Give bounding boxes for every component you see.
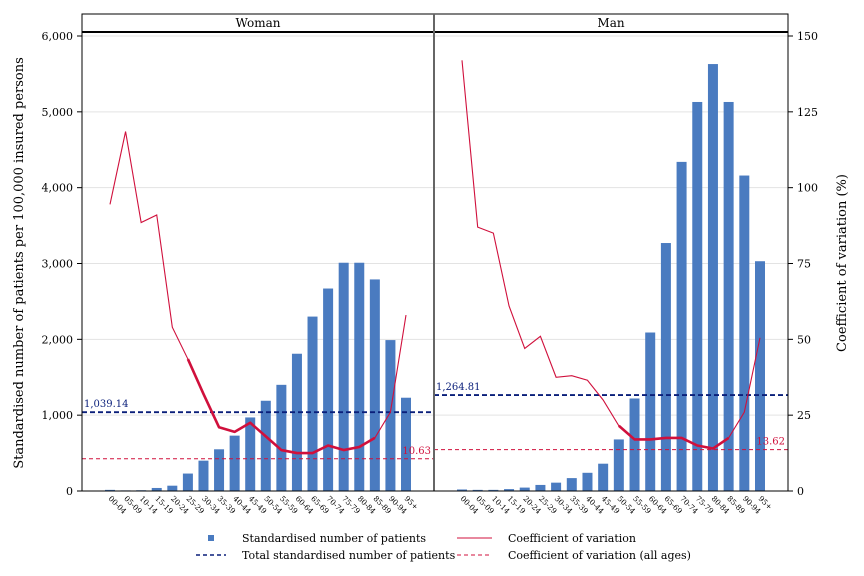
bar xyxy=(245,417,256,491)
bar xyxy=(214,449,225,491)
bar xyxy=(323,288,334,491)
legend-total-label: Total standardised number of patients xyxy=(242,549,456,562)
reference-labels: 1,039.14 1,264.81 10.63 13.62 xyxy=(84,382,785,457)
bar xyxy=(105,489,115,491)
bar xyxy=(229,435,240,491)
cv-all-label-man: 13.62 xyxy=(756,437,785,448)
y-right-tick-label: 0 xyxy=(797,485,804,498)
bar xyxy=(519,487,530,491)
bar xyxy=(723,101,734,491)
y-right-tick-label: 150 xyxy=(797,30,818,43)
bar xyxy=(291,353,302,491)
bars-layer xyxy=(105,64,765,492)
bar xyxy=(551,482,562,491)
y-left-tick-label: 4,000 xyxy=(42,182,74,195)
plot-frame xyxy=(81,14,789,492)
bar xyxy=(739,175,750,492)
bar xyxy=(307,316,318,491)
bar xyxy=(198,460,209,491)
bar xyxy=(535,484,546,491)
bar xyxy=(401,397,411,491)
legend-cv-all-label: Coefficient of variation (all ages) xyxy=(508,549,691,562)
y-left-axis-label: Standardised number of patients per 100,… xyxy=(12,57,27,469)
total-label-man: 1,264.81 xyxy=(436,382,481,393)
bar xyxy=(151,487,162,491)
y-left-tick-label: 5,000 xyxy=(42,106,74,119)
bar xyxy=(566,478,577,491)
bar xyxy=(385,340,396,491)
x-axis-tick-labels: 00-0405-0910-1415-1920-2425-2930-3435-39… xyxy=(107,494,775,516)
bar xyxy=(692,101,703,491)
panel-title-strip: Woman Man xyxy=(81,13,789,33)
y-left-tick-label: 1,000 xyxy=(42,409,74,422)
bar xyxy=(645,332,656,491)
bar xyxy=(504,489,515,491)
y-right-tick-label: 100 xyxy=(797,182,818,195)
cv-line-thick xyxy=(617,424,730,450)
y-right-tick-label: 50 xyxy=(797,333,811,346)
bar xyxy=(167,485,178,491)
bar xyxy=(488,489,499,491)
bar xyxy=(472,489,483,491)
bar xyxy=(582,472,593,491)
panel-title-man: Man xyxy=(597,16,624,30)
y-left-tick-label: 3,000 xyxy=(42,258,74,271)
bar xyxy=(457,489,467,491)
y-left-tick-label: 0 xyxy=(66,485,73,498)
bar xyxy=(629,398,640,491)
cv-all-label-woman: 10.63 xyxy=(402,446,431,457)
bar xyxy=(676,161,687,491)
y-left-tick-label: 6,000 xyxy=(42,30,74,43)
legend-bar-swatch xyxy=(208,535,214,541)
legend: Standardised number of patients Total st… xyxy=(196,532,691,562)
cv-lines xyxy=(109,60,761,455)
bar xyxy=(755,261,765,491)
bar xyxy=(338,262,349,491)
bar xyxy=(598,463,609,491)
reference-lines xyxy=(82,394,788,460)
panel-title-woman: Woman xyxy=(235,16,280,30)
bar xyxy=(260,400,271,491)
y-right-axis-label: Coefficient of variation (%) xyxy=(835,174,850,352)
legend-bar-label: Standardised number of patients xyxy=(242,532,426,545)
bar xyxy=(613,439,624,491)
bar xyxy=(182,473,193,491)
bar xyxy=(276,384,287,491)
bar xyxy=(354,262,365,491)
y-left-tick-label: 2,000 xyxy=(42,333,74,346)
bar xyxy=(660,243,671,491)
bar xyxy=(369,279,380,491)
total-label-woman: 1,039.14 xyxy=(84,399,129,410)
cv-line-thick xyxy=(186,358,376,455)
y-right-tick-label: 75 xyxy=(797,258,811,271)
y-right-tick-label: 25 xyxy=(797,409,811,422)
legend-cv-label: Coefficient of variation xyxy=(508,532,636,545)
bar xyxy=(707,64,718,491)
axis-ticks: 0 1,000 2,000 3,000 4,000 5,000 6,000 0 25 50 75 10… xyxy=(42,30,819,498)
y-right-tick-label: 125 xyxy=(797,106,818,119)
